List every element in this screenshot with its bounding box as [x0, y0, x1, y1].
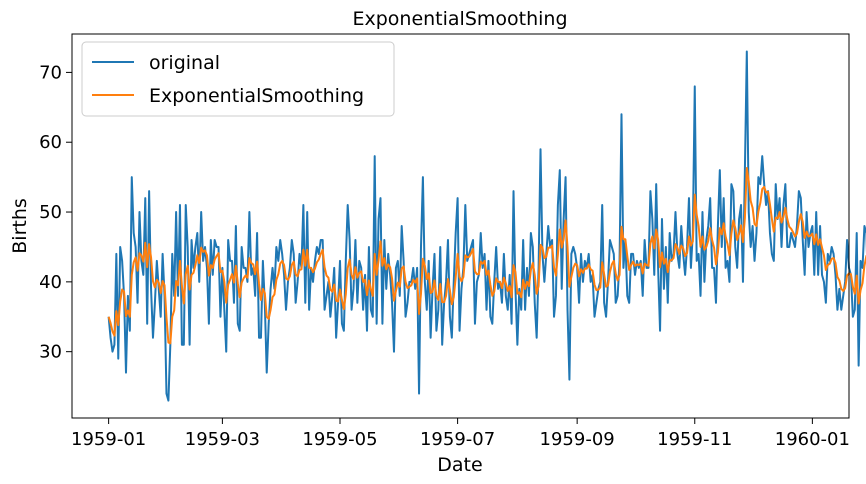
y-tick-label: 50 — [39, 202, 62, 223]
y-axis: 30 40 50 60 70 — [39, 62, 72, 363]
x-tick-label: 1959-07 — [420, 429, 495, 450]
x-tick-label: 1959-05 — [302, 429, 377, 450]
legend-box — [81, 41, 395, 117]
x-tick-label: 1959-09 — [540, 429, 615, 450]
legend: original ExponentialSmoothing — [81, 41, 395, 117]
series-line-original — [107, 50, 866, 402]
legend-label-exponential-smoothing: ExponentialSmoothing — [149, 85, 364, 107]
series-line-exponentialsmoothing — [107, 167, 866, 345]
x-tick-label: 1960-01 — [775, 429, 850, 450]
y-tick-label: 40 — [39, 272, 62, 293]
y-axis-label: Births — [9, 198, 31, 254]
x-axis-label: Date — [437, 454, 482, 476]
x-axis: 1959-01 1959-03 1959-05 1959-07 1959-09 1959-… — [71, 418, 850, 450]
y-tick-label: 70 — [39, 62, 62, 83]
series-layer — [107, 50, 866, 402]
y-tick-label: 60 — [39, 132, 62, 153]
chart-title: ExponentialSmoothing — [352, 8, 567, 30]
legend-label-original: original — [149, 52, 220, 74]
y-tick-label: 30 — [39, 342, 62, 363]
x-tick-label: 1959-11 — [657, 429, 732, 450]
x-tick-label: 1959-03 — [185, 429, 260, 450]
plot-frame — [71, 33, 850, 419]
x-tick-label: 1959-01 — [71, 429, 146, 450]
